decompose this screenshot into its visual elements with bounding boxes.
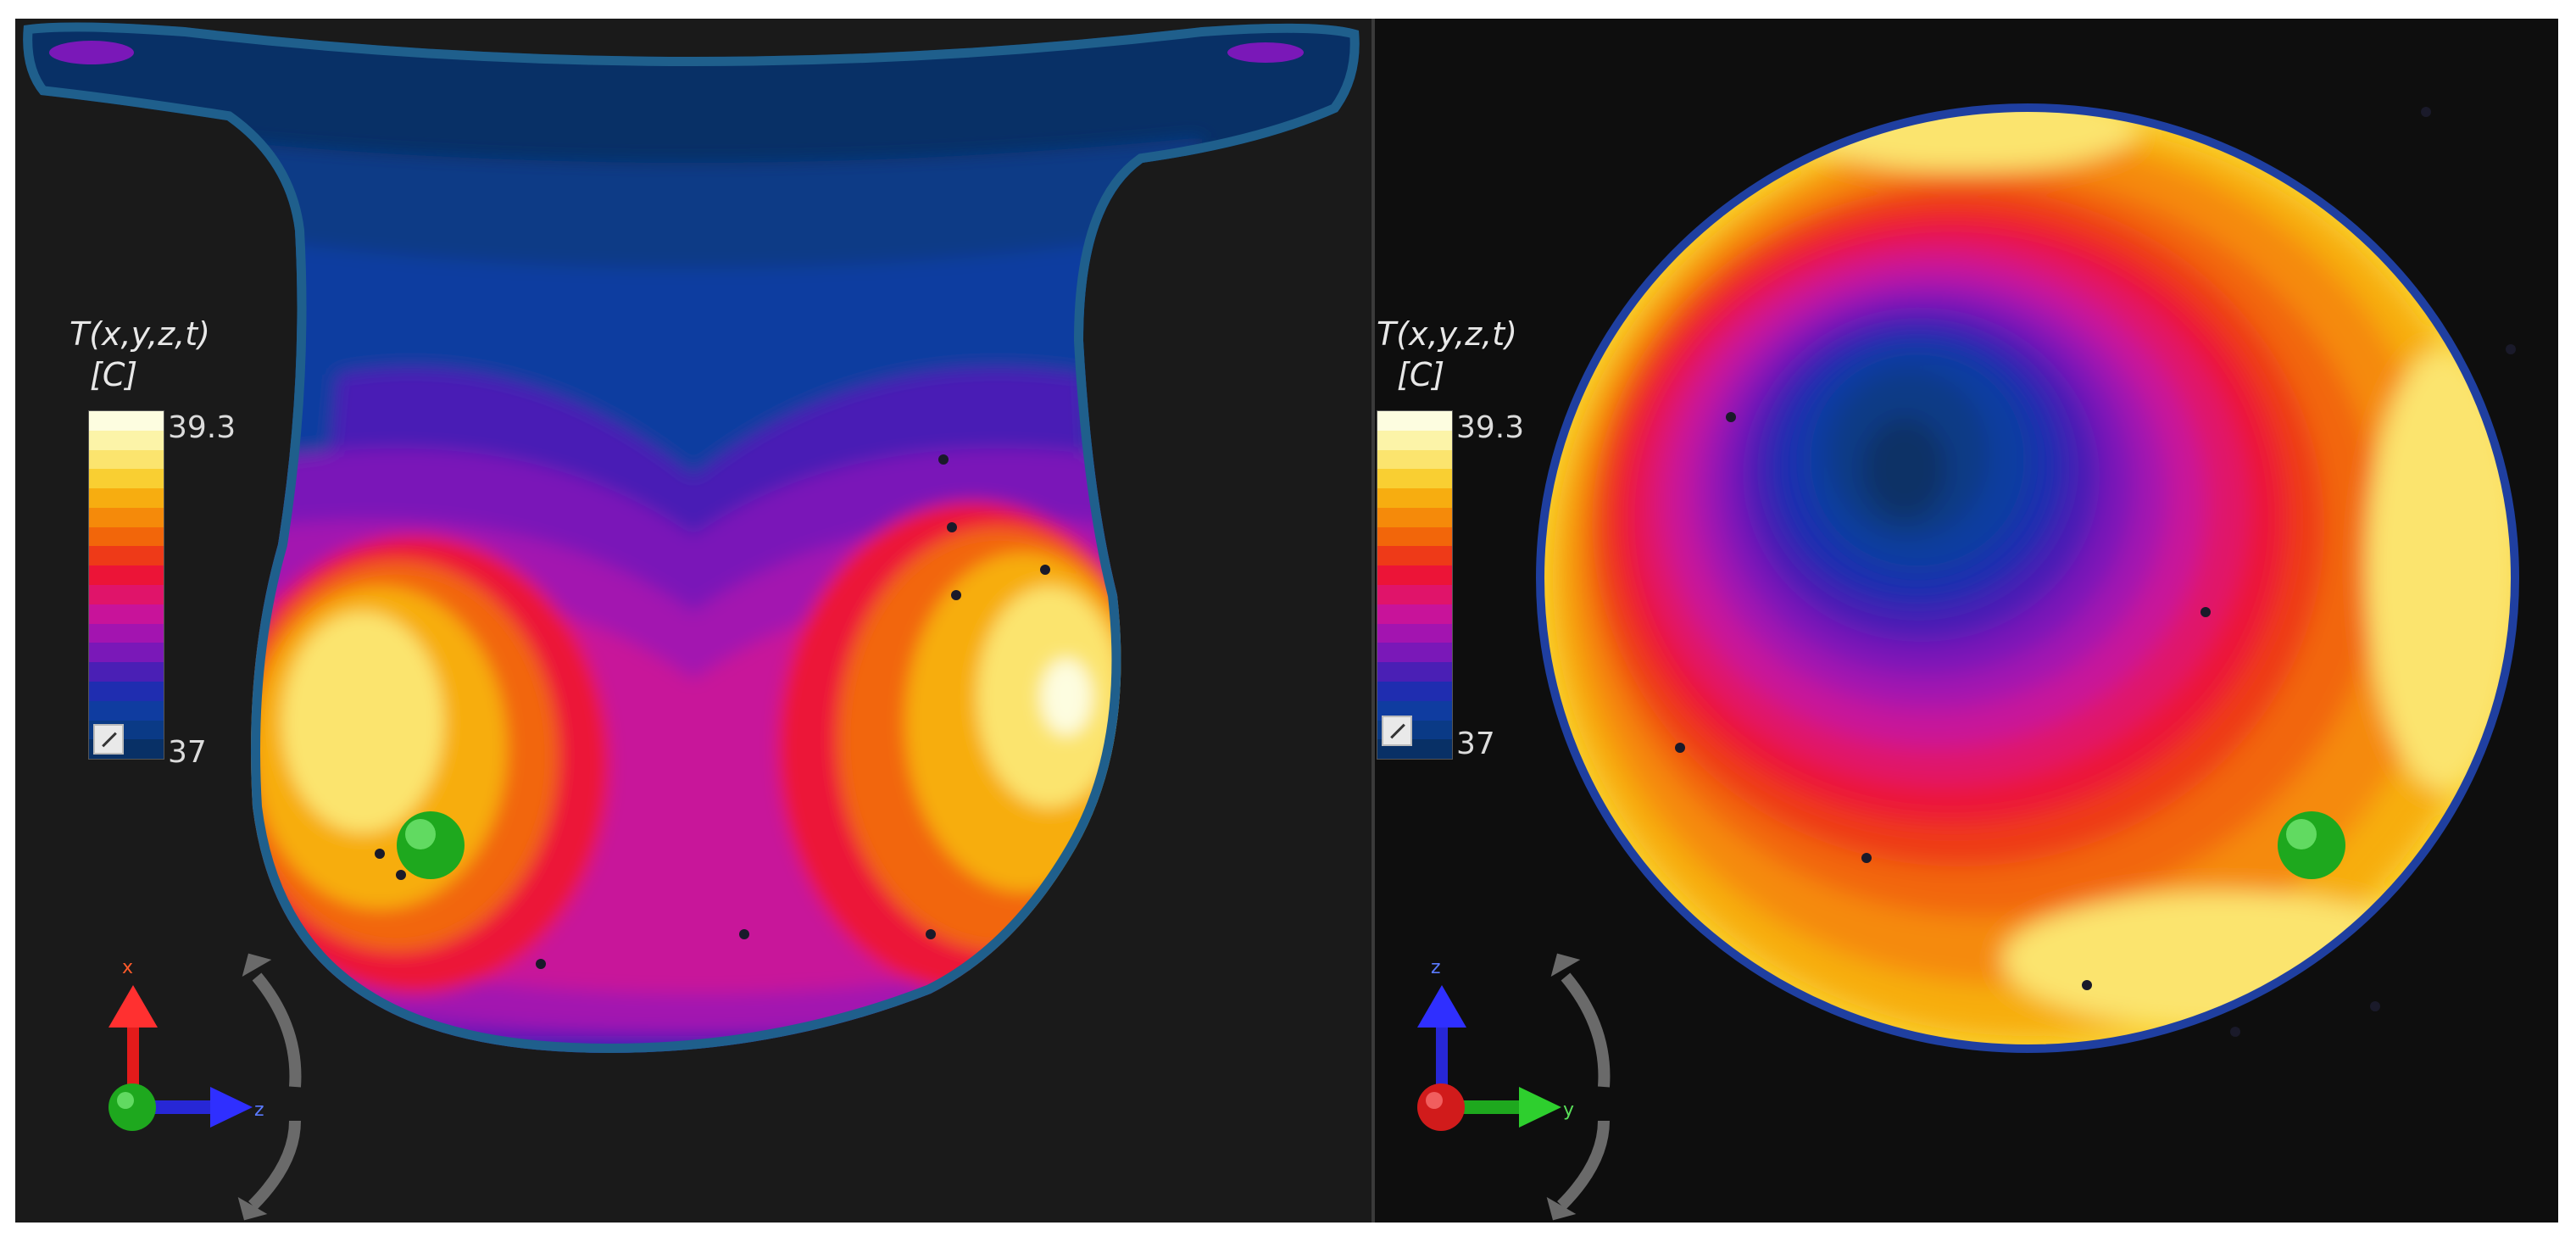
legend-unit: [C]: [90, 356, 138, 393]
color-scale-band: [1377, 681, 1452, 701]
rotate-arc-bottom: [248, 1120, 301, 1210]
color-scale-band: [1377, 507, 1452, 527]
color-scale-band: [89, 643, 164, 663]
color-scale-band: [1377, 430, 1452, 450]
legend-max-label: 39.3: [1456, 410, 1525, 445]
left-axis-triad[interactable]: x z: [83, 951, 303, 1223]
legend-range-icon[interactable]: [1382, 716, 1412, 746]
color-scale-band: [89, 469, 164, 489]
color-scale-band: [89, 449, 164, 470]
visualization-frame: T(x,y,z,t) [C] 39.3 37 x z: [15, 19, 2558, 1223]
rotate-arc-bottom: [1557, 1120, 1610, 1210]
viewport-divider[interactable]: [1371, 19, 1375, 1223]
rotate-arc-top: [1561, 972, 1611, 1088]
legend-min-label: 37: [168, 735, 207, 770]
left-color-legend: T(x,y,z,t) [C] 39.3 37: [68, 315, 288, 790]
color-scale-band: [1377, 488, 1452, 508]
color-scale-band: [1377, 449, 1452, 470]
color-scale-band: [89, 507, 164, 527]
color-scale-band: [89, 565, 164, 586]
right-temperature-field: [1536, 103, 2519, 1053]
color-scale-band: [89, 526, 164, 547]
color-scale-bar: [1377, 410, 1453, 760]
color-scale-band: [1377, 604, 1452, 624]
color-scale-band: [89, 681, 164, 701]
legend-max-label: 39.3: [168, 410, 236, 445]
color-scale-band: [1377, 643, 1452, 663]
legend-title: T(x,y,z,t): [70, 315, 210, 353]
color-scale-band: [89, 700, 164, 721]
rotate-arc-top: [252, 972, 302, 1088]
color-scale-band: [89, 623, 164, 643]
axis-up-label: x: [122, 957, 133, 978]
color-scale-band: [1377, 565, 1452, 586]
axis-right-label: y: [1563, 1100, 1574, 1121]
color-scale-band: [1377, 411, 1452, 431]
color-scale-band: [1377, 546, 1452, 566]
color-scale-band: [1377, 585, 1452, 604]
color-scale-band: [1377, 623, 1452, 643]
right-axis-triad[interactable]: z y: [1392, 951, 1612, 1223]
color-scale-band: [1377, 469, 1452, 489]
color-scale-band: [89, 604, 164, 624]
color-scale-band: [89, 662, 164, 682]
legend-range-icon[interactable]: [93, 724, 124, 755]
color-scale-band: [89, 585, 164, 604]
color-scale-band: [89, 430, 164, 450]
color-scale-bar: [88, 410, 164, 760]
left-viewport[interactable]: T(x,y,z,t) [C] 39.3 37 x z: [15, 19, 1371, 1223]
color-scale-band: [1377, 526, 1452, 547]
axis-right-label: z: [254, 1100, 264, 1121]
color-scale-band: [89, 411, 164, 431]
right-viewport[interactable]: T(x,y,z,t) [C] 39.3 37 z y: [1375, 19, 2558, 1223]
color-scale-band: [89, 488, 164, 508]
legend-min-label: 37: [1456, 727, 1495, 761]
color-scale-band: [1377, 662, 1452, 682]
axis-up-label: z: [1431, 957, 1441, 978]
right-color-legend: T(x,y,z,t) [C] 39.3 37: [1375, 315, 1595, 790]
color-scale-band: [89, 546, 164, 566]
legend-unit: [C]: [1397, 356, 1445, 393]
legend-title: T(x,y,z,t): [1377, 315, 1517, 353]
left-temperature-field: [23, 22, 1360, 1053]
